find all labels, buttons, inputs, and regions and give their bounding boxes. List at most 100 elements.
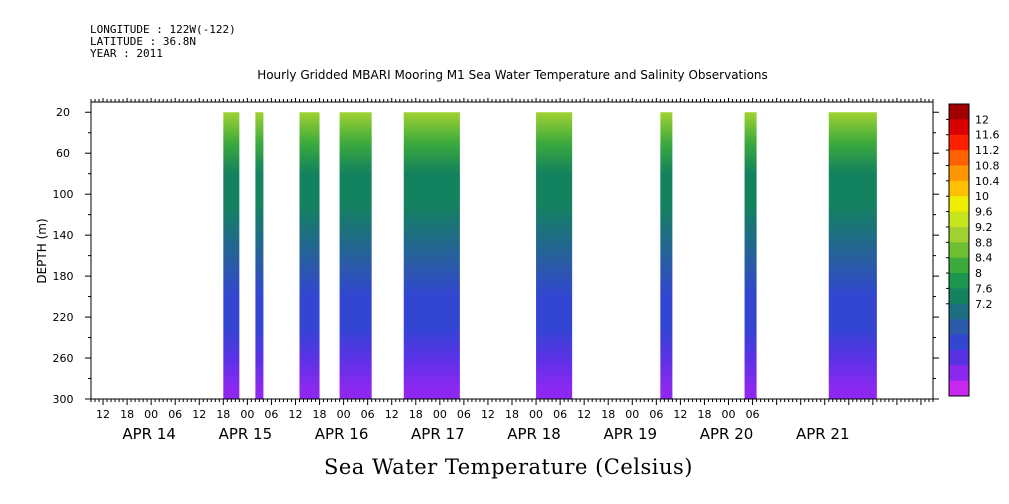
y-tick-label: 140 [53, 229, 74, 242]
x-tick-label: 12 [385, 408, 399, 421]
x-tick-label: 12 [192, 408, 206, 421]
colorbar-label: 8 [975, 267, 982, 280]
y-tick-label: 300 [53, 393, 74, 406]
x-tick-label: 06 [553, 408, 567, 421]
chart-title-wrap: Hourly Gridded MBARI Mooring M1 Sea Wate… [0, 68, 1009, 82]
x-tick-label: 18 [120, 408, 134, 421]
data-segment-3 [339, 112, 372, 399]
longitude-label: LONGITUDE : 122W(-122) [90, 23, 236, 36]
x-day-label: APR 19 [603, 425, 657, 443]
x-tick-label: 00 [144, 408, 158, 421]
colorbar-label: 10 [975, 190, 989, 203]
x-tick-label: 18 [313, 408, 327, 421]
x-day-label: APR 15 [219, 425, 273, 443]
colorbar-swatch [949, 150, 969, 166]
colorbar-swatch [949, 196, 969, 212]
colorbar-label: 11.2 [975, 144, 1000, 157]
colorbar-swatch [949, 334, 969, 351]
x-day-label: APR 21 [796, 425, 850, 443]
colorbar-label: 8.8 [975, 236, 993, 249]
colorbar-swatch [949, 288, 969, 305]
x-tick-label: 12 [577, 408, 591, 421]
x-tick-label: 00 [722, 408, 736, 421]
x-tick-label: 18 [409, 408, 423, 421]
data-segment-7 [744, 112, 757, 399]
axes: 12 18 00 06 12 18 00 06 12 18 00 06 12 18 00 06 12 18 00 06… [53, 98, 939, 443]
colorbar-swatch [949, 319, 969, 335]
x-tick-label: 12 [288, 408, 302, 421]
x-tick-label: 18 [505, 408, 519, 421]
colorbar-swatch [949, 226, 969, 243]
colorbar-swatch [949, 134, 969, 151]
colorbar-swatch [949, 104, 969, 120]
chart-title: Hourly Gridded MBARI Mooring M1 Sea Wate… [257, 68, 768, 82]
colorbar-swatch [949, 211, 969, 228]
latitude-label: LATITUDE : 36.8N [90, 35, 196, 48]
colorbar-swatch [949, 365, 969, 382]
colorbar-label: 12 [975, 113, 989, 126]
colorbar-label: 11.6 [975, 129, 1000, 142]
metadata-block: LONGITUDE : 122W(-122) LATITUDE : 36.8N … [90, 24, 236, 60]
x-tick-label: 00 [433, 408, 447, 421]
colorbar-swatch [949, 242, 969, 259]
x-tick-label: 18 [216, 408, 230, 421]
x-tick-label: 12 [673, 408, 687, 421]
colorbar-swatch [949, 165, 969, 182]
x-tick-label: 06 [746, 408, 760, 421]
colorbar-swatch [949, 273, 969, 289]
x-day-label: APR 14 [122, 425, 176, 443]
x-tick-label: 06 [168, 408, 182, 421]
colorbar-label: 9.2 [975, 221, 993, 234]
x-tick-label: 06 [649, 408, 663, 421]
colorbar-frame [948, 103, 970, 397]
data-segment-0 [223, 112, 240, 399]
colorbar-swatch [949, 257, 969, 274]
x-day-label: APR 16 [315, 425, 369, 443]
x-day-label: APR 17 [411, 425, 465, 443]
x-tick-label: 12 [481, 408, 495, 421]
colorbar-swatch [949, 380, 969, 397]
data-segment-1 [255, 112, 264, 399]
colorbar-label: 7.2 [975, 298, 993, 311]
x-tick-label: 00 [240, 408, 254, 421]
data-segment-6 [660, 112, 673, 399]
data-segment-8 [828, 112, 877, 399]
x-tick-label: 18 [697, 408, 711, 421]
x-axis-title: Sea Water Temperature (Celsius) [323, 455, 693, 479]
colorbar-swatch [949, 349, 969, 366]
colorbar-label: 10.8 [975, 159, 1000, 172]
y-tick-label: 180 [53, 270, 74, 283]
colorbar-swatch [949, 303, 969, 320]
y-tick-label: 100 [53, 188, 74, 201]
colorbar-swatch [949, 119, 969, 136]
x-tick-label: 18 [601, 408, 615, 421]
x-tick-label: 06 [361, 408, 375, 421]
x-tick-label: 12 [96, 408, 110, 421]
x-tick-label: 00 [529, 408, 543, 421]
x-day-label: APR 20 [700, 425, 754, 443]
colorbar: 12 11.6 11.2 10.8 10.4 10 9.6 9.2 8.8 8.4 8 7.6 7.2 [946, 103, 1000, 397]
colorbar-label: 9.6 [975, 206, 993, 219]
y-tick-label: 20 [56, 106, 70, 119]
x-day-label: APR 18 [507, 425, 561, 443]
x-tick-label: 00 [625, 408, 639, 421]
year-label: YEAR : 2011 [90, 47, 163, 60]
data-segment-2 [299, 112, 320, 399]
plot-data [223, 112, 877, 399]
colorbar-label: 10.4 [975, 175, 1000, 188]
x-tick-label: 06 [264, 408, 278, 421]
y-tick-label: 260 [53, 352, 74, 365]
x-tick-label: 00 [337, 408, 351, 421]
x-tick-label: 06 [457, 408, 471, 421]
colorbar-swatch [949, 180, 969, 197]
data-segment-4 [403, 112, 460, 399]
colorbar-label: 8.4 [975, 252, 993, 265]
data-segment-5 [536, 112, 573, 399]
y-axis-label: DEPTH (m) [35, 218, 49, 283]
plot-frame [90, 101, 934, 400]
colorbar-label: 7.6 [975, 282, 993, 295]
y-tick-label: 60 [56, 147, 70, 160]
y-tick-label: 220 [53, 311, 74, 324]
x-axis-title-wrap: Sea Water Temperature (Celsius) [0, 455, 1009, 479]
